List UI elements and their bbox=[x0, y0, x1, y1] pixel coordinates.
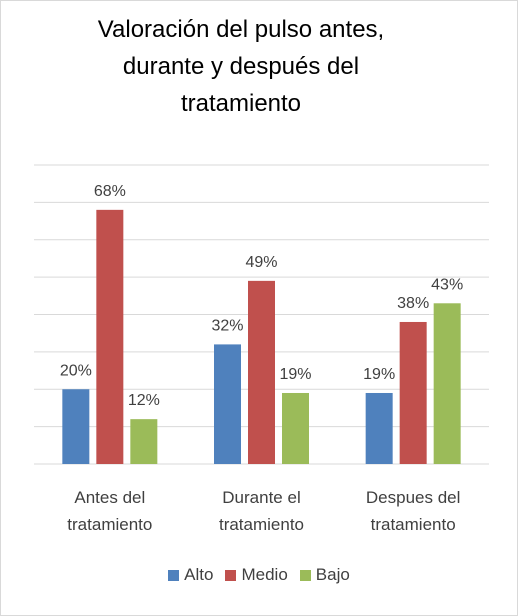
data-label: 38% bbox=[397, 295, 429, 312]
bar bbox=[365, 392, 393, 464]
legend-swatch bbox=[225, 569, 237, 581]
legend-label: Alto bbox=[184, 565, 214, 584]
bar bbox=[433, 303, 461, 464]
bar bbox=[399, 321, 427, 464]
legend-swatch bbox=[299, 569, 311, 581]
bar bbox=[282, 392, 309, 464]
bar bbox=[62, 389, 90, 464]
legend: Alto Medio Bajo bbox=[1, 565, 517, 585]
legend-item: Alto bbox=[168, 565, 213, 585]
data-label: 43% bbox=[431, 276, 463, 293]
legend-item: Bajo bbox=[299, 565, 350, 585]
chart-title: Valoración del pulso antes, durante y de… bbox=[97, 16, 385, 117]
bar bbox=[214, 344, 241, 464]
data-label: 32% bbox=[211, 317, 243, 334]
legend-label: Medio bbox=[241, 565, 288, 584]
bar bbox=[96, 209, 124, 464]
legend-swatch bbox=[168, 569, 180, 581]
x-tick-label: Antes del tratamiento bbox=[67, 488, 153, 534]
bar bbox=[248, 280, 275, 464]
data-label: 20% bbox=[60, 362, 92, 379]
x-tick-label: Despues del tratamiento bbox=[365, 488, 461, 534]
bar bbox=[130, 419, 158, 464]
x-tick-label: Durante el tratamiento bbox=[218, 488, 305, 534]
data-label: 12% bbox=[128, 392, 160, 409]
data-label: 68% bbox=[94, 183, 126, 200]
data-label: 19% bbox=[363, 366, 395, 383]
legend-label: Bajo bbox=[315, 565, 350, 584]
data-label: 49% bbox=[245, 254, 277, 271]
legend-item: Medio bbox=[225, 565, 288, 585]
data-label: 19% bbox=[279, 366, 311, 383]
